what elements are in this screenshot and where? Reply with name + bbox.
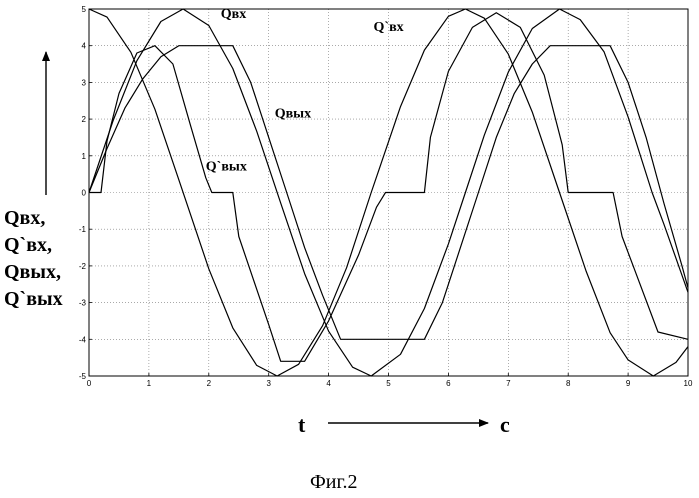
x-tick-label: 4	[326, 379, 331, 388]
x-tick-label: 10	[684, 379, 693, 388]
y-tick-label: 4	[82, 42, 87, 51]
series-label: Qвых	[275, 106, 311, 121]
y-tick-label: 5	[82, 5, 87, 14]
y-tick-label: 0	[82, 189, 87, 198]
series-labels: Qвх Q`вх Qвых Q`вых	[206, 7, 404, 174]
x-axis-unit: c	[500, 412, 510, 437]
ylabel-line: Q`вх,	[4, 234, 52, 256]
y-tick-label: -5	[79, 372, 87, 381]
y-tick-label: -4	[79, 335, 87, 344]
series-label: Qвх	[221, 7, 246, 22]
y-axis-label: Qвх, Q`вх, Qвых, Q`вых	[4, 207, 63, 310]
y-tick-label: -3	[79, 299, 87, 308]
ylabel-line: Qвх,	[4, 207, 45, 229]
y-tick-label: -2	[79, 262, 87, 271]
series-label: Q`вх	[374, 20, 404, 35]
figure-caption: Фиг.2	[310, 471, 357, 493]
x-tick-label: 0	[87, 379, 92, 388]
x-tick-label: 9	[626, 379, 631, 388]
x-tick-label: 5	[386, 379, 391, 388]
ylabel-line: Qвых,	[4, 261, 61, 283]
y-tick-label: 2	[82, 115, 87, 124]
x-tick-label: 3	[266, 379, 271, 388]
ylabel-line: Q`вых	[4, 288, 63, 310]
x-tick-label: 7	[506, 379, 511, 388]
y-tick-label: 1	[82, 152, 87, 161]
y-tick-label: -1	[79, 225, 87, 234]
x-tick-label: 1	[147, 379, 152, 388]
series-lines	[89, 9, 688, 376]
y-tick-label: 3	[82, 78, 87, 87]
series-label: Q`вых	[206, 159, 247, 174]
x-axis-label: t	[298, 412, 306, 437]
x-tick-label: 8	[566, 379, 571, 388]
x-tick-label: 2	[207, 379, 212, 388]
x-tick-label: 6	[446, 379, 451, 388]
